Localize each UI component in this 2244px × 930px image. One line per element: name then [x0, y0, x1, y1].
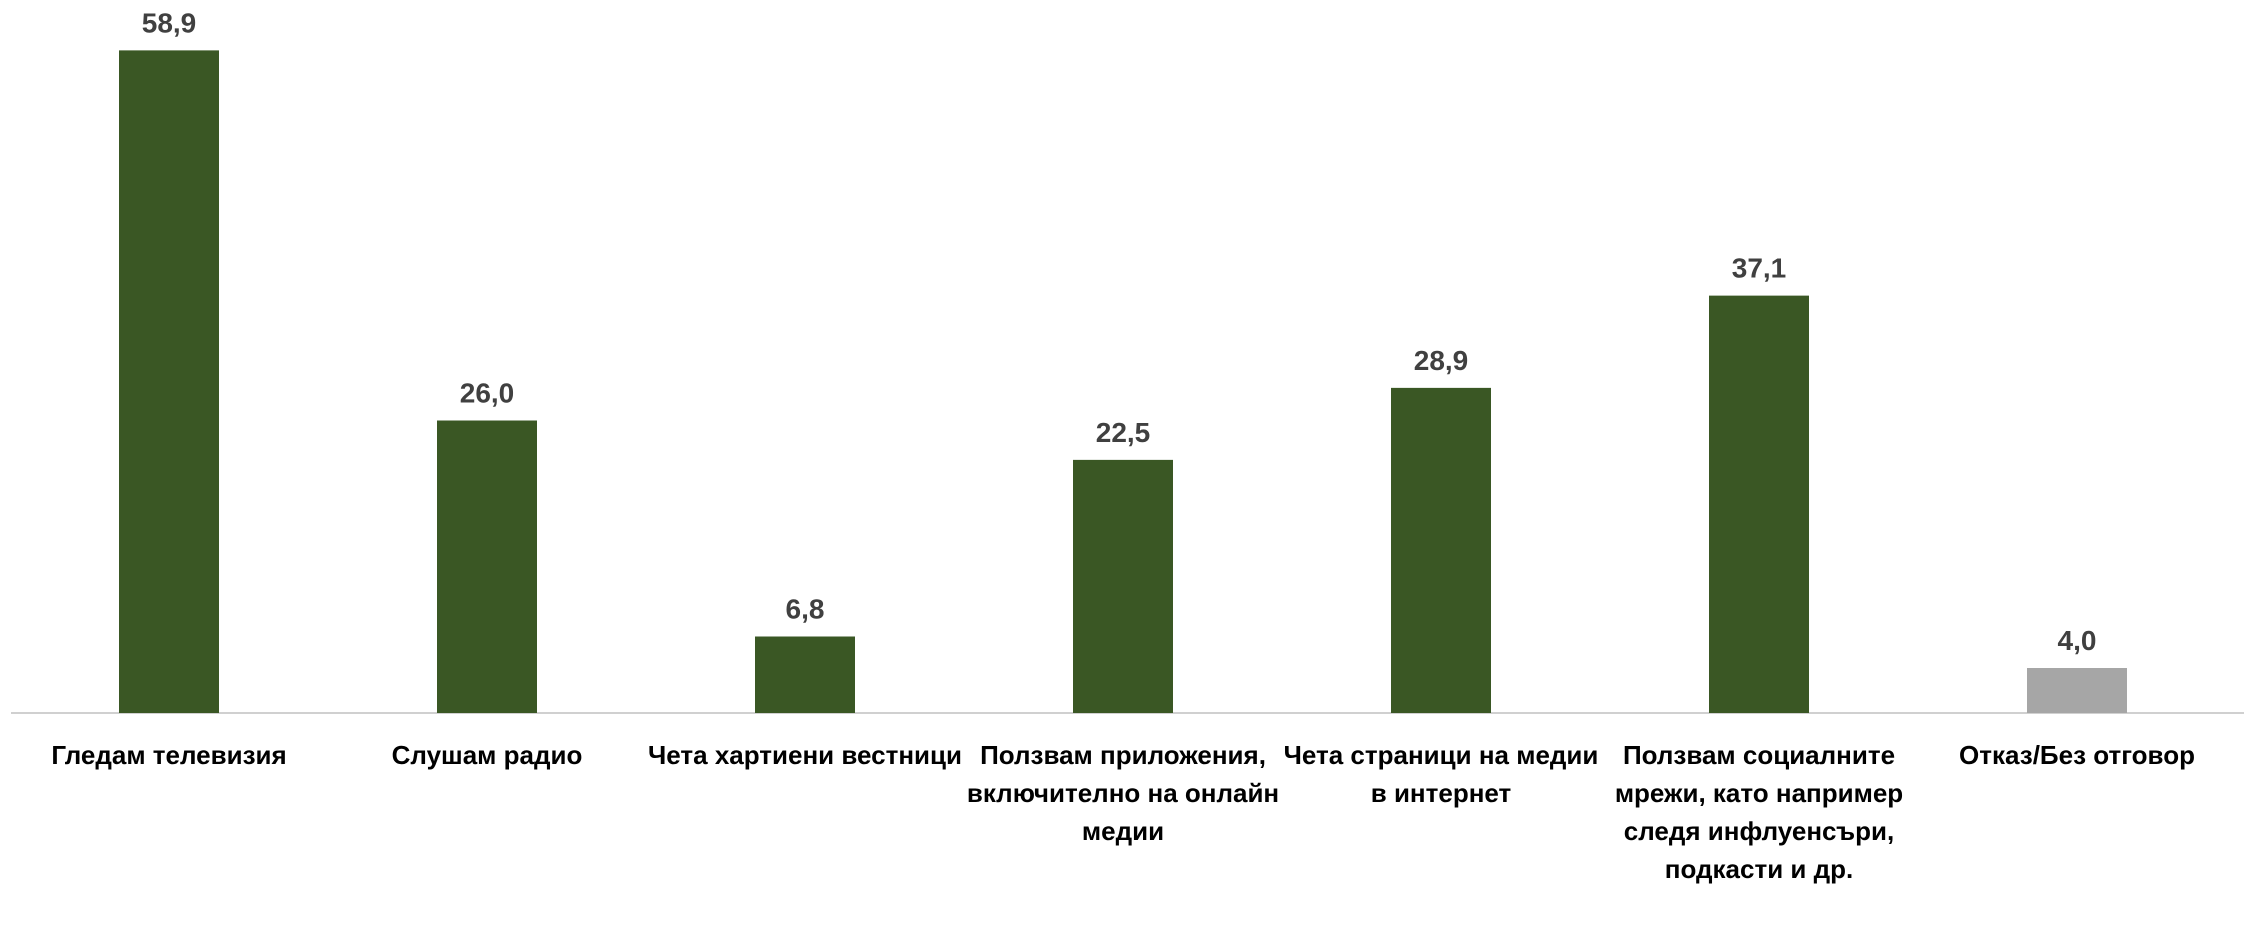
- value-label: 58,9: [142, 7, 197, 38]
- value-label: 26,0: [460, 378, 515, 409]
- bar: [1391, 387, 1491, 713]
- category-label: Слушам радио: [391, 740, 583, 770]
- category-label: Ползвам социалните мрежи, като например …: [1614, 740, 1904, 884]
- bar: [755, 636, 855, 713]
- bar: [1709, 295, 1809, 713]
- bar: [1073, 459, 1173, 713]
- value-label: 4,0: [2058, 625, 2097, 656]
- bar: [2027, 668, 2127, 713]
- category-label: Чета хартиени вестници: [648, 740, 962, 770]
- bar: [119, 50, 219, 713]
- value-label: 6,8: [786, 594, 825, 625]
- category-label: Отказ/Без отговор: [1959, 740, 2195, 770]
- value-label: 37,1: [1732, 253, 1787, 284]
- bar: [437, 420, 537, 713]
- value-label: 22,5: [1096, 417, 1151, 448]
- category-label: Ползвам приложения, включително на онлай…: [966, 740, 1280, 846]
- value-label: 28,9: [1414, 345, 1469, 376]
- category-label: Чета страници на медии в интернет: [1283, 740, 1599, 808]
- category-label: Гледам телевизия: [51, 740, 287, 770]
